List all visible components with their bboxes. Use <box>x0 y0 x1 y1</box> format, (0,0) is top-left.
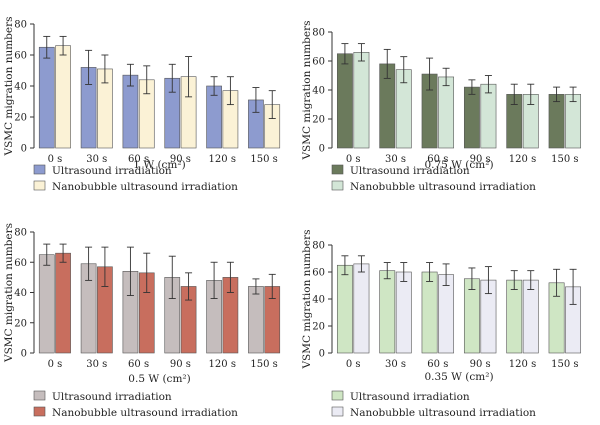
bar <box>248 286 264 354</box>
y-axis-label: VSMC migration numbers <box>3 16 15 156</box>
x-tick-label: 120 s <box>509 359 536 370</box>
y-tick-label: 40 <box>14 82 27 93</box>
y-tick-label: 80 <box>14 228 27 239</box>
x-tick-label: 30 s <box>86 359 107 370</box>
bar <box>336 264 353 354</box>
bar <box>353 263 370 354</box>
y-tick-label: 60 <box>312 57 325 68</box>
x-tick-label: 30 s <box>385 154 406 165</box>
x-tick-label: 60 s <box>427 154 448 165</box>
y-tick-label: 0 <box>319 144 325 155</box>
y-tick-label: 80 <box>14 20 27 31</box>
y-tick-label: 60 <box>14 51 27 62</box>
legend-label: Nanobubble ultrasound irradiation <box>52 407 238 419</box>
bar <box>55 252 71 354</box>
y-tick-label: 0 <box>319 349 325 360</box>
x-tick-label: 90 s <box>170 359 191 370</box>
x-tick-label: 150 s <box>250 154 277 165</box>
legend-swatch <box>331 406 344 417</box>
x-tick-label: 90 s <box>170 154 191 165</box>
y-tick-label: 20 <box>14 113 27 124</box>
x-tick-label: 120 s <box>209 154 236 165</box>
legend-label: Ultrasound irradiation <box>350 391 470 403</box>
bar <box>336 53 353 149</box>
legend-label: Ultrasound irradiation <box>350 165 470 177</box>
bar <box>379 270 396 354</box>
x-tick-label: 60 s <box>128 154 149 165</box>
x-tick-label: 90 s <box>470 359 491 370</box>
x-axis-label: 0.75 W (cm²) <box>424 159 493 171</box>
x-tick-label: 150 s <box>551 154 578 165</box>
legend-swatch <box>33 390 46 401</box>
y-axis-label: VSMC migration numbers <box>301 229 313 369</box>
bar <box>506 279 523 354</box>
bar <box>421 271 438 354</box>
y-tick-label: 20 <box>312 322 325 333</box>
bar <box>38 46 55 149</box>
legend-label: Nanobubble ultrasound irradiation <box>350 181 536 193</box>
legend-label: Ultrasound irradiation <box>52 165 172 177</box>
y-tick-label: 0 <box>21 144 27 155</box>
y-axis-label: VSMC migration numbers <box>3 223 15 363</box>
x-tick-label: 0 s <box>48 359 63 370</box>
x-tick-label: 60 s <box>427 359 448 370</box>
legend-swatch <box>33 180 46 191</box>
x-tick-label: 120 s <box>209 359 236 370</box>
y-tick-label: 20 <box>312 115 325 126</box>
y-tick-label: 60 <box>312 268 325 279</box>
y-tick-label: 40 <box>14 288 27 299</box>
legend-swatch <box>33 406 46 417</box>
y-tick-label: 40 <box>312 295 325 306</box>
bar <box>522 279 539 354</box>
x-tick-label: 0 s <box>346 154 361 165</box>
x-tick-label: 150 s <box>551 359 578 370</box>
x-tick-label: 90 s <box>470 154 491 165</box>
x-axis-label: 0.35 W (cm²) <box>424 371 493 383</box>
x-tick-label: 30 s <box>385 359 406 370</box>
y-tick-label: 80 <box>312 28 325 39</box>
y-tick-label: 20 <box>14 318 27 329</box>
bar <box>565 94 582 149</box>
legend: Ultrasound irradiation Nanobubble ultraso… <box>33 164 238 193</box>
legend: Ultrasound irradiation Nanobubble ultraso… <box>33 390 238 419</box>
legend: Ultrasound irradiation Nanobubble ultraso… <box>331 390 536 419</box>
legend-swatch <box>33 164 46 175</box>
x-tick-label: 0 s <box>48 154 63 165</box>
legend-label: Nanobubble ultrasound irradiation <box>350 407 536 419</box>
x-tick-label: 120 s <box>509 154 536 165</box>
x-tick-label: 30 s <box>86 154 107 165</box>
bar <box>55 45 71 149</box>
bar <box>395 271 412 354</box>
bar <box>38 254 55 354</box>
bar <box>480 83 497 149</box>
y-tick-label: 40 <box>312 86 325 97</box>
y-tick-label: 80 <box>312 241 325 252</box>
bar <box>353 51 370 149</box>
legend-swatch <box>331 180 344 191</box>
legend-swatch <box>331 390 344 401</box>
x-tick-label: 60 s <box>128 359 149 370</box>
bar <box>463 86 480 149</box>
legend-swatch <box>331 164 344 175</box>
bar <box>548 94 565 149</box>
legend-label: Nanobubble ultrasound irradiation <box>52 181 238 193</box>
bar <box>438 76 455 149</box>
legend-label: Ultrasound irradiation <box>52 391 172 403</box>
x-axis-label: 0.5 W (cm²) <box>128 373 190 385</box>
y-axis-label: VSMC migration numbers <box>301 20 313 160</box>
y-tick-label: 0 <box>21 349 27 360</box>
x-axis-label: 1 W (cm²) <box>133 159 185 171</box>
legend: Ultrasound irradiation Nanobubble ultraso… <box>331 164 536 193</box>
x-tick-label: 0 s <box>346 359 361 370</box>
bar <box>438 274 455 354</box>
y-tick-label: 60 <box>14 258 27 269</box>
x-tick-label: 150 s <box>250 359 277 370</box>
